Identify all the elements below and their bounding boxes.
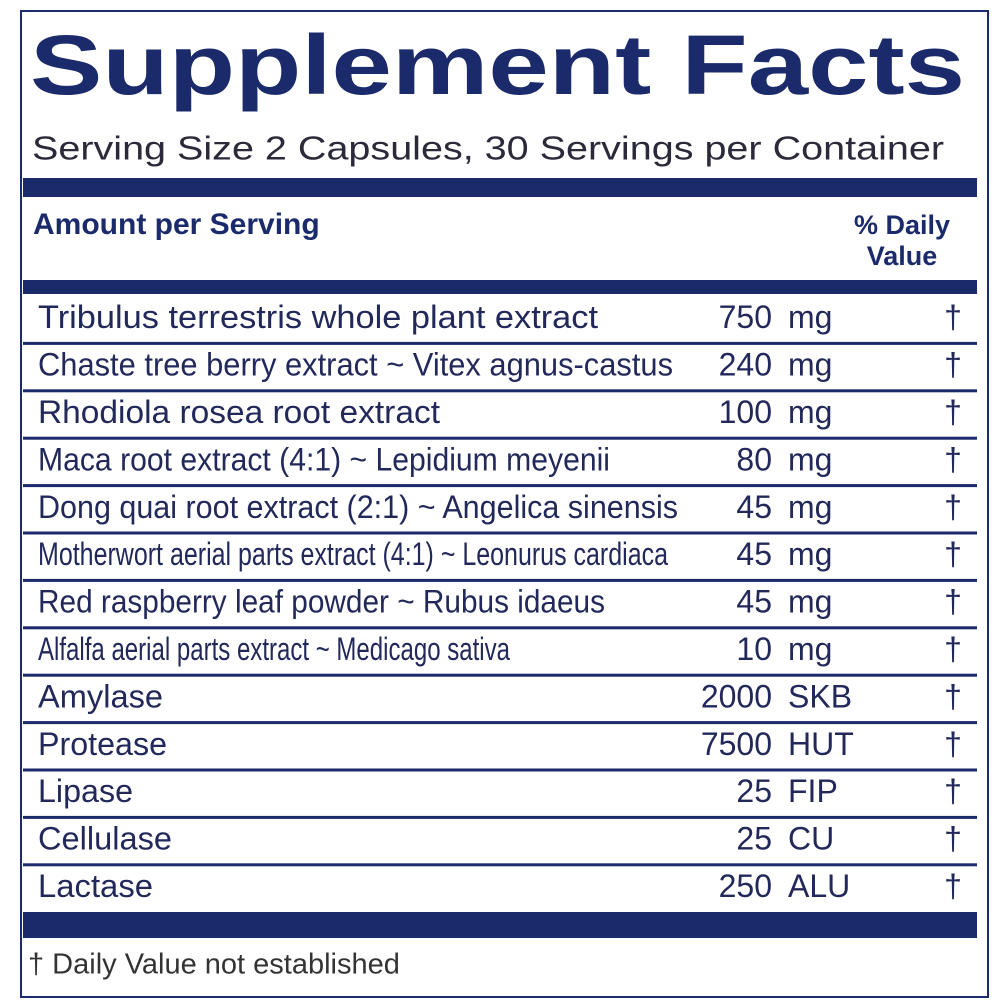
daily-value: †	[944, 821, 962, 857]
amount: 45	[736, 489, 772, 525]
amount: 7500	[701, 726, 772, 762]
amount: 25	[736, 773, 772, 809]
dv-header: % Daily	[854, 210, 950, 240]
amount: 45	[736, 584, 772, 620]
amount: 250	[719, 868, 772, 904]
serving-size: Serving Size 2 Capsules, 30 Servings per…	[32, 130, 944, 167]
row-separator	[23, 626, 977, 630]
unit: FIP	[788, 773, 838, 809]
row-separator	[23, 578, 977, 582]
ingredient-name: Amylase	[38, 678, 163, 714]
unit: mg	[788, 489, 832, 525]
row-separator	[23, 436, 977, 440]
ingredient-name: Lipase	[38, 773, 133, 809]
title: Supplement Facts	[30, 18, 965, 112]
daily-value: †	[944, 536, 962, 572]
amount: 45	[736, 536, 772, 572]
ingredient-name: Tribulus terrestris whole plant extract	[38, 299, 598, 335]
row-separator	[23, 673, 977, 677]
thick-bar	[23, 280, 977, 294]
ingredient-name: Red raspberry leaf powder ~ Rubus idaeus	[38, 584, 605, 620]
unit: mg	[788, 347, 832, 383]
daily-value: †	[944, 394, 962, 430]
ingredient-name: Alfalfa aerial parts extract ~ Medicago …	[38, 631, 510, 667]
row-separator	[23, 768, 977, 772]
amount: 240	[719, 347, 772, 383]
amount: 750	[719, 299, 772, 335]
unit: HUT	[788, 726, 854, 762]
daily-value: †	[944, 726, 962, 762]
ingredient-name: Lactase	[38, 868, 153, 904]
ingredient-name: Dong quai root extract (2:1) ~ Angelica …	[38, 489, 678, 525]
daily-value: †	[944, 347, 962, 383]
daily-value: †	[944, 489, 962, 525]
row-separator	[23, 389, 977, 393]
ingredient-name: Chaste tree berry extract ~ Vitex agnus-…	[38, 347, 673, 383]
ingredient-name: Cellulase	[38, 821, 172, 857]
amount: 100	[719, 394, 772, 430]
footnote: † Daily Value not established	[28, 949, 400, 981]
row-separator	[23, 721, 977, 725]
daily-value: †	[944, 868, 962, 904]
unit: ALU	[788, 868, 850, 904]
row-separator	[23, 815, 977, 819]
dv-header: Value	[867, 241, 938, 271]
daily-value: †	[944, 441, 962, 477]
unit: mg	[788, 441, 832, 477]
ingredient-name: Rhodiola rosea root extract	[38, 394, 440, 430]
rows: Tribulus terrestris whole plant extract 7…	[23, 299, 977, 904]
row-separator	[23, 341, 977, 345]
ingredient-name: Motherwort aerial parts extract (4:1) ~ …	[38, 536, 668, 572]
amount: 2000	[701, 678, 772, 714]
daily-value: †	[944, 299, 962, 335]
amount-header: Amount per Serving	[33, 208, 320, 241]
amount: 80	[736, 441, 772, 477]
row-separator	[23, 484, 977, 488]
daily-value: †	[944, 631, 962, 667]
daily-value: †	[944, 773, 962, 809]
unit: SKB	[788, 678, 852, 714]
row-separator	[23, 863, 977, 867]
ingredient-name: Protease	[38, 726, 167, 762]
amount: 10	[736, 631, 772, 667]
unit: mg	[788, 299, 832, 335]
amount: 25	[736, 821, 772, 857]
daily-value: †	[944, 584, 962, 620]
thick-bar	[23, 912, 977, 938]
unit: mg	[788, 584, 832, 620]
label-border	[20, 10, 989, 998]
daily-value: †	[944, 678, 962, 714]
ingredient-name: Maca root extract (4:1) ~ Lepidium meyen…	[38, 441, 610, 477]
row-separator	[23, 531, 977, 535]
thick-bar	[23, 178, 977, 197]
unit: CU	[788, 821, 834, 857]
unit: mg	[788, 394, 832, 430]
unit: mg	[788, 536, 832, 572]
unit: mg	[788, 631, 832, 667]
